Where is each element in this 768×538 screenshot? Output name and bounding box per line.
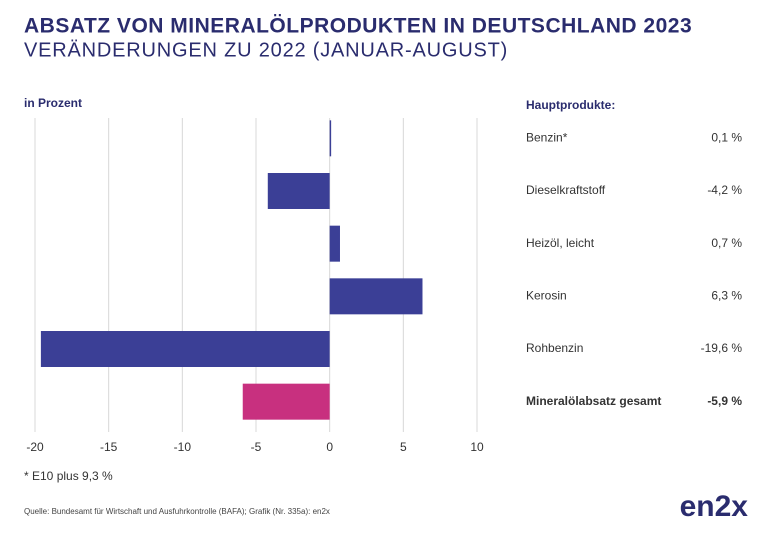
category-label: Kerosin xyxy=(526,289,567,303)
bar xyxy=(267,173,330,209)
x-tick-label: -20 xyxy=(26,440,44,454)
value-label: -4,2 % xyxy=(707,183,742,197)
chart-subtitle: VERÄNDERUNGEN ZU 2022 (JANUAR-AUGUST) xyxy=(24,39,508,61)
category-label: Heizöl, leicht xyxy=(526,236,595,250)
x-tick-label: -15 xyxy=(100,440,118,454)
x-tick-label: 10 xyxy=(470,440,484,454)
footnote: * E10 plus 9,3 % xyxy=(24,469,113,483)
value-label: -19,6 % xyxy=(701,341,743,355)
axis-label: in Prozent xyxy=(24,96,82,110)
value-label: -5,9 % xyxy=(707,394,742,408)
chart-title: ABSATZ VON MINERALÖLPRODUKTEN IN DEUTSCH… xyxy=(24,15,692,38)
logo: en2x xyxy=(680,490,749,523)
value-label: 6,3 % xyxy=(711,289,742,303)
bar xyxy=(242,383,330,420)
category-label: Dieselkraftstoff xyxy=(526,183,606,197)
bar xyxy=(329,278,423,315)
bar xyxy=(329,225,340,262)
value-label: 0,7 % xyxy=(711,236,742,250)
source: Quelle: Bundesamt für Wirtschaft und Aus… xyxy=(24,507,330,516)
x-tick-label: -5 xyxy=(251,440,262,454)
x-tick-label: -10 xyxy=(174,440,192,454)
category-label: Mineralölabsatz gesamt xyxy=(526,394,661,408)
x-tick-label: 5 xyxy=(400,440,407,454)
category-label: Rohbenzin xyxy=(526,341,583,355)
table-header: Hauptprodukte: xyxy=(526,98,615,112)
category-label: Benzin* xyxy=(526,131,568,145)
value-label: 0,1 % xyxy=(711,131,742,145)
bar xyxy=(329,120,332,157)
x-tick-label: 0 xyxy=(326,440,333,454)
bar xyxy=(40,331,330,367)
